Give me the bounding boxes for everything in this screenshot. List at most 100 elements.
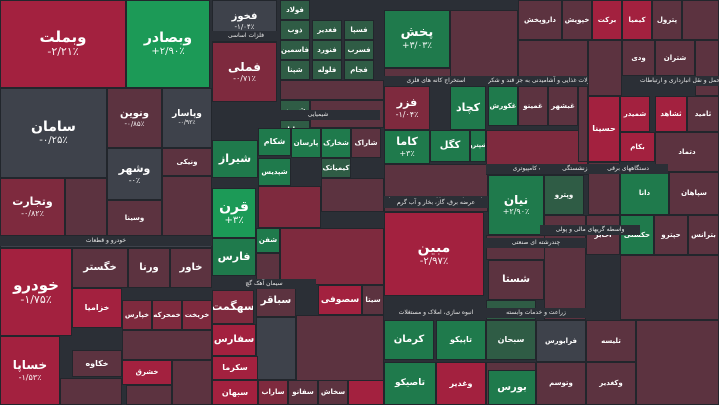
stock-tile[interactable]: شستا [488,260,544,300]
sector-label: عرضه برق، گاز، بخار و آب گرم [384,198,488,208]
stock-tile[interactable]: شپنا [280,60,310,80]
stock-tile[interactable]: فلوله [312,60,342,80]
stock-name: سپاهان [681,189,707,198]
stock-tile[interactable]: خریخت [182,300,212,330]
stock-tile[interactable]: ونوین -۰/۸۵٪ [107,88,162,148]
stock-tile[interactable]: سصوفی [318,285,362,315]
stock-tile[interactable]: شفن [256,228,280,253]
stock-tile[interactable]: پخش +۳/۰۳٪ [384,10,450,68]
stock-tile[interactable]: ثامید [687,96,719,132]
stock-tile[interactable]: حسینا [588,96,620,162]
stock-tile[interactable]: غکورش [488,86,518,126]
stock-tile[interactable]: دانا [620,172,669,215]
stock-tile[interactable]: سبهان [212,380,258,405]
stock-name: وبملت [39,28,87,47]
stock-tile[interactable]: کیمیاتک [321,158,351,178]
stock-tile[interactable]: وپترو [544,175,584,215]
stock-tile[interactable]: فارس [212,238,256,276]
stock-tile[interactable]: سبحان [486,320,536,360]
stock-tile[interactable]: کاما +۳٪ [384,130,430,164]
stock-tile[interactable]: ثشاهد [655,96,687,132]
stock-tile[interactable]: فنورد [312,40,342,60]
stock-tile[interactable]: بترانس [688,215,719,255]
sector-label: خودرو و قطعات [0,236,212,246]
stock-tile[interactable]: سکرما [212,356,258,380]
stock-tile[interactable]: قرن +۳٪ [212,188,256,238]
stock-tile[interactable]: ذوب [280,20,310,40]
stock-tile[interactable]: تاپیکو [436,320,486,360]
stock-tile[interactable]: شتران [655,40,695,76]
stock-tile[interactable]: شیراز [212,140,258,178]
stock-tile[interactable]: برکت [592,0,622,40]
stock-tile[interactable]: فاسمین [280,40,310,60]
stock-tile[interactable]: سهگمت [212,290,254,324]
stock-tile[interactable]: تاصیکو [384,362,436,405]
stock-tile[interactable]: سفارس [212,324,256,356]
stock-tile[interactable]: مبین -۲/۹۷٪ [384,212,484,296]
stock-tile[interactable]: فولاد [280,0,310,20]
stock-tile[interactable]: فزر -۱/۰۴٪ [384,86,430,130]
sector-label: فلزات اساسی [212,31,280,41]
stock-tile[interactable]: سباقر [256,285,296,317]
stock-tile[interactable]: سفانو [288,380,318,405]
stock-tile[interactable]: ودی [622,40,655,76]
stock-tile[interactable]: شکام [258,128,291,156]
stock-tile[interactable]: ونیکی [162,148,212,176]
stock-tile[interactable]: وبملت -۲/۲۱٪ [0,0,126,88]
stock-tile[interactable]: خمحرکه [152,300,182,330]
filler-tile [126,385,172,405]
stock-tile[interactable]: شاراک [351,128,381,158]
stock-tile[interactable]: شپدیس [258,158,291,186]
stock-tile[interactable]: کچاد [450,86,486,130]
stock-tile[interactable]: خزامیا [72,288,122,328]
stock-tile[interactable]: نیان +۲/۹۰٪ [488,175,544,235]
stock-tile[interactable]: کرمان [384,320,434,360]
stock-tile[interactable]: خاور [170,248,212,288]
stock-tile[interactable]: فسرب [344,40,374,60]
stock-tile[interactable]: خودرو -۱/۷۵٪ [0,248,72,336]
stock-tile[interactable]: وسینا [107,200,162,236]
stock-tile[interactable]: وغدیر [436,362,486,405]
stock-tile[interactable]: خپارس [122,300,152,330]
stock-tile[interactable]: سیتا [362,285,384,315]
stock-change: -۱/۵۳٪ [18,372,42,382]
stock-tile[interactable]: بورس [488,370,536,405]
stock-tile[interactable]: خگستر [72,248,128,288]
stock-tile[interactable]: وتوسم [536,362,586,405]
stock-tile[interactable]: وپاسار -۰/۹۲٪ [162,88,212,148]
stock-tile[interactable]: ساراب [258,380,288,405]
stock-tile[interactable]: کگل [430,130,470,162]
stock-tile[interactable]: وکغدیر [586,362,636,405]
stock-tile[interactable]: فجام [344,60,374,80]
stock-tile[interactable]: حپترو [654,215,688,255]
stock-tile[interactable]: تلیسه [586,320,636,362]
stock-tile[interactable]: خساپا -۱/۵۳٪ [0,336,60,405]
stock-tile[interactable]: وشهر -۰٪ [107,148,162,200]
stock-tile[interactable]: شخارک [321,128,351,158]
stock-name: دتماد [678,147,696,156]
stock-tile[interactable]: داروپخش [518,0,562,40]
stock-tile[interactable]: فغدیر [312,20,342,40]
stock-tile[interactable]: خپویش [562,0,592,40]
stock-tile[interactable]: سخاش [318,380,348,405]
stock-tile[interactable]: سپاهان [669,172,719,215]
stock-tile[interactable]: غمینو [518,86,548,126]
stock-tile[interactable]: خشرق [122,360,172,385]
stock-tile[interactable]: ورنا [128,248,170,288]
stock-tile[interactable]: فملی -۰/۷۱٪ [212,42,277,102]
stock-tile[interactable]: اخابر [586,215,620,255]
stock-tile[interactable]: خکاوه [72,350,122,377]
stock-tile[interactable]: سامان -۰/۲۵٪ [0,88,107,178]
stock-tile[interactable]: پترول [652,0,682,40]
stock-tile[interactable]: فسپا [344,20,374,40]
stock-tile[interactable]: وبصادر +۲/۹۰٪ [126,0,210,88]
stock-tile[interactable]: شپترو [470,130,486,162]
stock-tile[interactable]: پارسان [291,128,321,158]
stock-tile[interactable]: فرابورس [536,320,586,362]
stock-tile[interactable]: شمیدر [620,96,650,132]
stock-tile[interactable]: بکام [620,132,655,162]
stock-tile[interactable]: حکشتی [620,215,654,255]
stock-tile[interactable]: کیمیا [622,0,652,40]
stock-tile[interactable]: غبشهر [548,86,578,126]
stock-tile[interactable]: وتجارت -۰/۸۲٪ [0,178,65,236]
